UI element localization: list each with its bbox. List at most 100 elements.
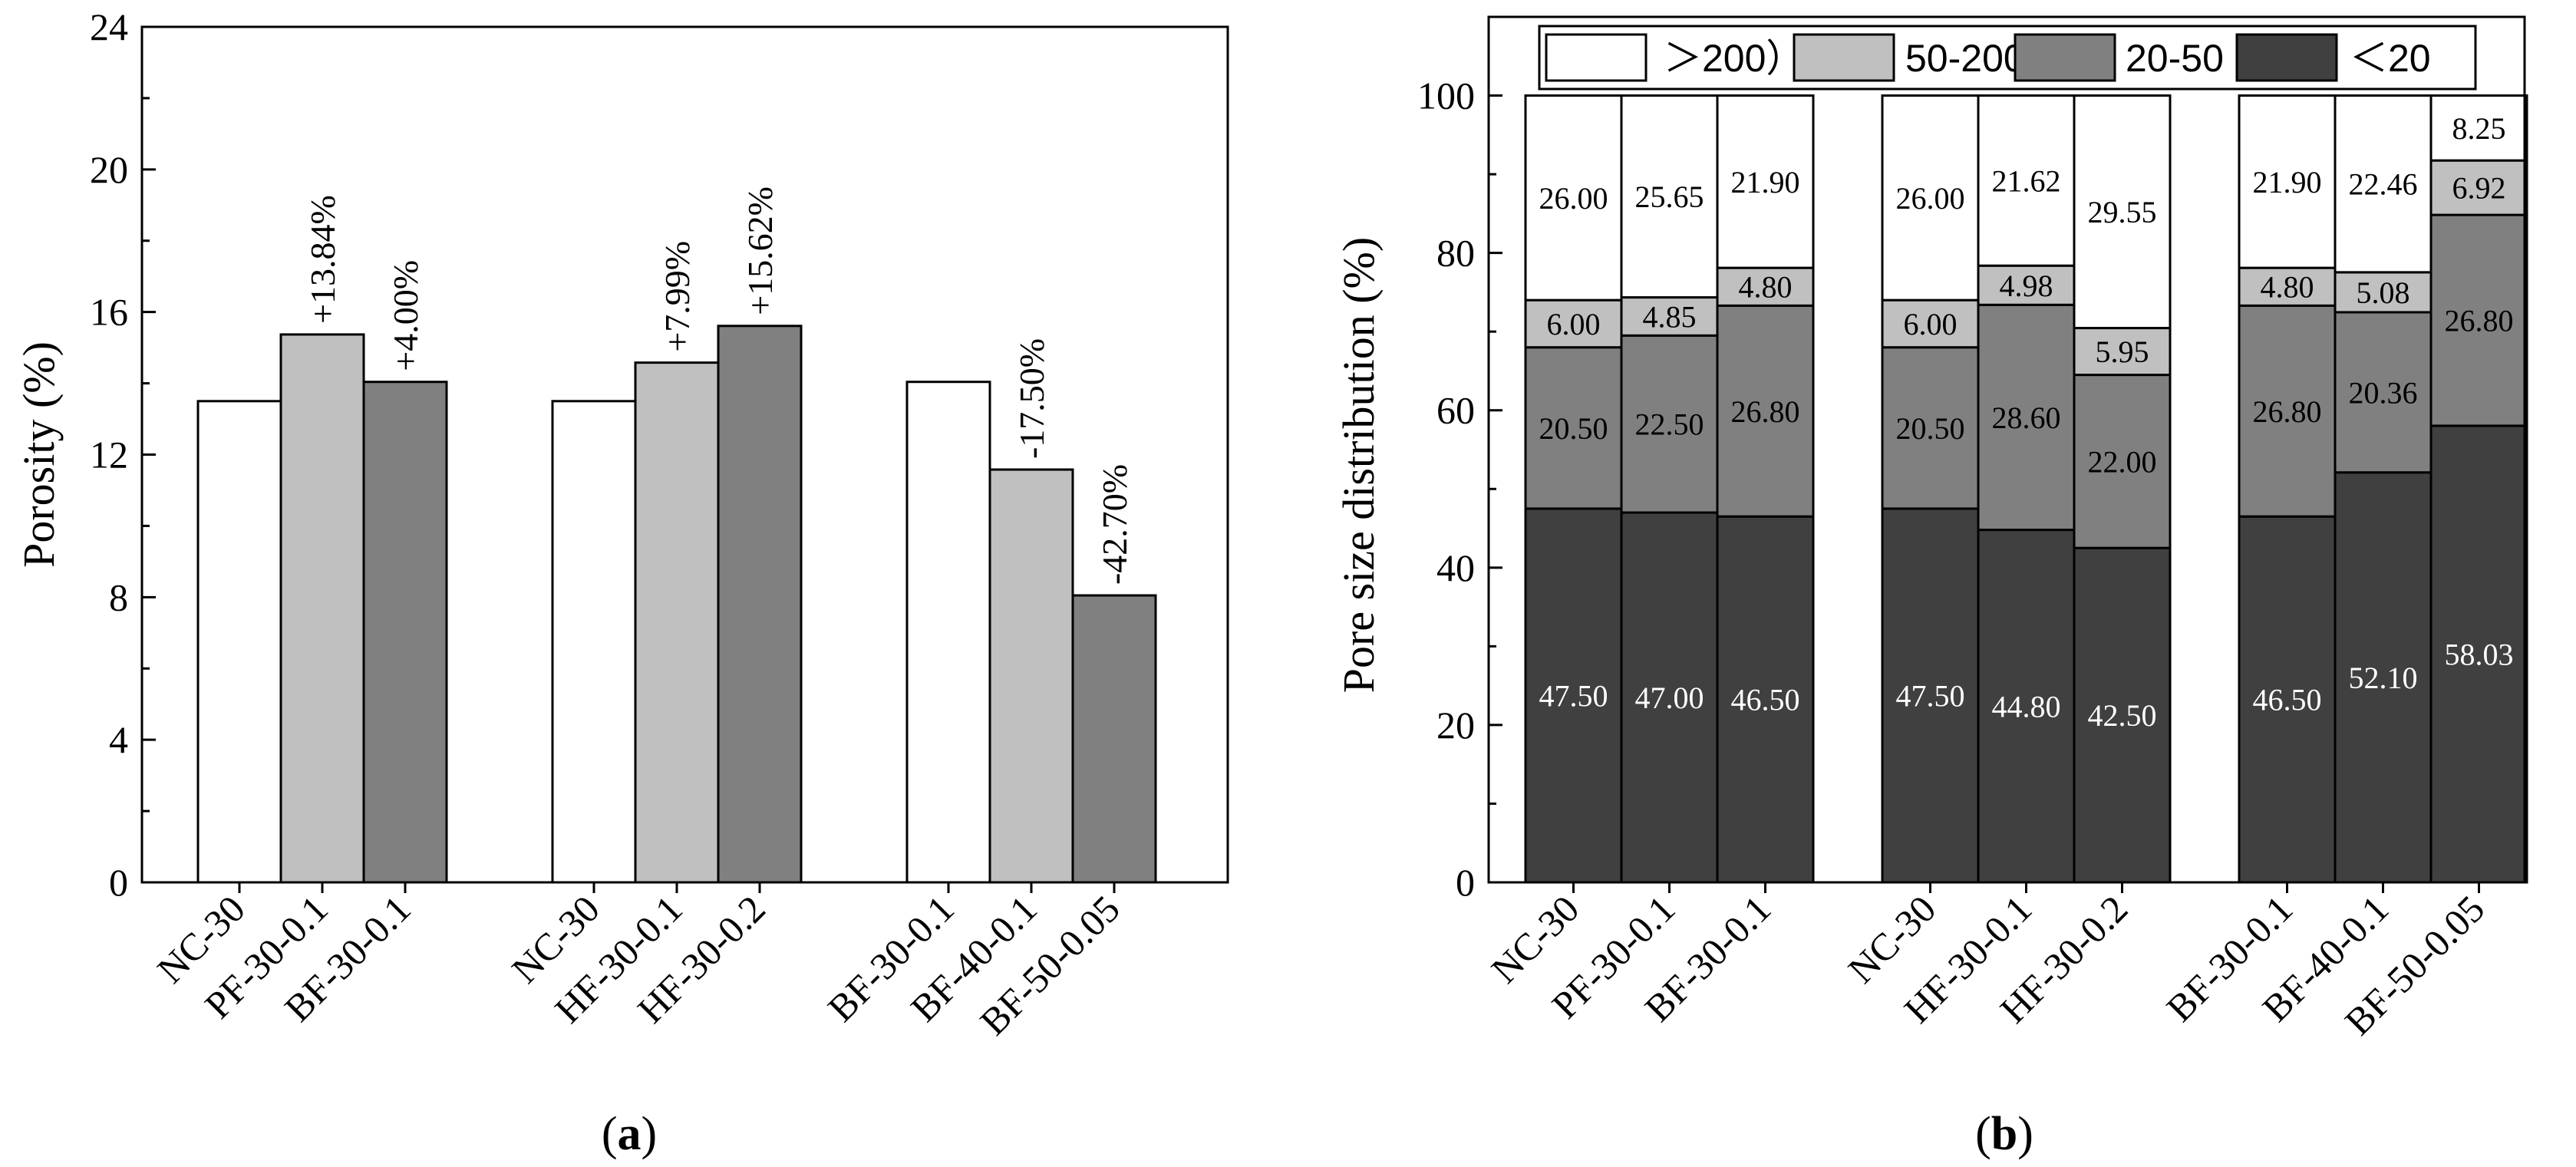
data-label-bf-40-0-1-g3-s2: 20.36 — [2349, 375, 2418, 410]
y-tick-label: 12 — [90, 434, 128, 476]
data-label-hf-30-0-1-g2-s4: 21.62 — [1992, 163, 2061, 198]
panel-caption-b: (b) — [1975, 1108, 2033, 1160]
data-label-bf-40-0-1-g3-s1: 52.10 — [2349, 661, 2418, 695]
y-tick-label: 80 — [1436, 232, 1475, 275]
segment-bf-40-0-1-g3-s2 — [2334, 311, 2433, 474]
bar-nc-30-g1 — [196, 400, 282, 884]
data-label-bf-30-0-1-g1-s2: 26.80 — [1731, 394, 1800, 429]
annotation-hf-30-0-2-g2: +15.62% — [740, 186, 780, 315]
data-label-hf-30-0-2-g2-s2: 22.00 — [2088, 444, 2157, 479]
data-label-bf-50-0-05-g3-s1: 58.03 — [2445, 637, 2514, 671]
annotation-hf-30-0-1-g2: +7.99% — [658, 241, 697, 352]
data-label-bf-40-0-1-g3-s4: 22.46 — [2349, 167, 2418, 202]
data-label-pf-30-0-1-g1-s1: 47.00 — [1635, 681, 1704, 715]
y-tick-label: 20 — [90, 148, 128, 191]
bar-hf-30-0-1-g2 — [634, 361, 720, 884]
data-label-pf-30-0-1-g1-s4: 25.65 — [1635, 180, 1704, 214]
y-tick-label: 20 — [1436, 704, 1475, 747]
segment-nc-30-g1-s1 — [1524, 507, 1623, 884]
data-label-hf-30-0-2-g2-s3: 5.95 — [2096, 335, 2149, 369]
annotation-bf-40-0-1-g3: -17.50% — [1012, 338, 1051, 459]
panel-a-porosity-chart: NC-30+13.84%PF-30-0.1+4.00%BF-30-0.1 NC-3… — [14, 5, 1229, 1160]
data-label-hf-30-0-1-g2-s1: 44.80 — [1992, 689, 2061, 724]
legend-label-1: ＞200） — [1664, 37, 1804, 80]
y-tick-label: 4 — [109, 718, 128, 761]
segment-hf-30-0-2-g2-s1 — [2073, 546, 2172, 884]
bar-nc-30-g2 — [551, 400, 637, 884]
data-label-hf-30-0-2-g2-s4: 29.55 — [2088, 195, 2157, 229]
data-label-nc-30-g2-s4: 26.00 — [1896, 181, 1965, 216]
data-label-nc-30-g1-s2: 20.50 — [1539, 411, 1608, 446]
annotation-pf-30-0-1-g1: +13.84% — [303, 195, 342, 324]
data-label-bf-30-0-1-g1-s3: 4.80 — [1739, 270, 1793, 305]
data-label-pf-30-0-1-g1-s3: 4.85 — [1643, 299, 1697, 334]
legend-label-2: 50-200 — [1905, 37, 2025, 80]
data-label-nc-30-g2-s1: 47.50 — [1896, 678, 1965, 713]
segment-bf-30-0-1-g3-s1 — [2238, 515, 2337, 884]
data-label-nc-30-g1-s1: 47.50 — [1539, 678, 1608, 713]
y-tick-label: 24 — [90, 5, 128, 48]
y-tick-label: 100 — [1417, 74, 1475, 117]
segment-hf-30-0-2-g2-s4 — [2073, 94, 2172, 330]
legend-swatch-3 — [2014, 33, 2116, 82]
segment-nc-30-g2-s1 — [1881, 507, 1980, 884]
data-label-hf-30-0-1-g2-s2: 28.60 — [1992, 401, 2061, 435]
y-tick-label: 0 — [1456, 861, 1475, 904]
annotation-bf-50-0-05-g3: -42.70% — [1095, 464, 1134, 585]
bar-bf-30-0-1-g3 — [905, 381, 991, 884]
data-label-bf-50-0-05-g3-s3: 6.92 — [2452, 171, 2506, 206]
y-tick-label: 8 — [109, 575, 128, 618]
data-label-bf-50-0-05-g3-s4: 8.25 — [2452, 111, 2506, 146]
bar-hf-30-0-2-g2 — [717, 325, 803, 884]
segment-nc-30-g2-s4 — [1881, 94, 1980, 302]
y-tick-label: 0 — [109, 861, 128, 904]
panel-b-pore-size-chart: 47.5020.506.0026.00NC-3047.0022.504.8525… — [1334, 15, 2528, 1160]
y-tick-label: 60 — [1436, 389, 1475, 432]
y-tick-label: 40 — [1436, 546, 1475, 589]
data-label-bf-40-0-1-g3-s3: 5.08 — [2357, 275, 2410, 310]
data-label-nc-30-g1-s4: 26.00 — [1539, 181, 1608, 216]
segment-bf-30-0-1-g1-s2 — [1716, 304, 1815, 518]
data-label-nc-30-g2-s2: 20.50 — [1896, 411, 1965, 446]
bar-pf-30-0-1-g1 — [279, 333, 365, 884]
segment-bf-30-0-1-g3-s4 — [2238, 94, 2337, 269]
data-label-hf-30-0-2-g2-s1: 42.50 — [2088, 698, 2157, 733]
legend: ＞200） 50-200 20-50 ＜20 — [1538, 25, 2477, 91]
segment-hf-30-0-1-g2-s1 — [1977, 529, 2076, 884]
segment-bf-40-0-1-g3-s4 — [2334, 94, 2433, 274]
segment-bf-40-0-1-g3-s1 — [2334, 471, 2433, 884]
segment-bf-50-0-05-g3-s2 — [2429, 213, 2528, 427]
annotation-bf-30-0-1-g1: +4.00% — [386, 260, 425, 371]
data-label-bf-30-0-1-g1-s4: 21.90 — [1731, 165, 1800, 199]
data-label-nc-30-g1-s3: 6.00 — [1547, 307, 1601, 341]
plot-frame — [1487, 15, 2526, 884]
data-label-hf-30-0-1-g2-s3: 4.98 — [2000, 269, 2053, 303]
data-label-bf-30-0-1-g3-s4: 21.90 — [2253, 165, 2322, 199]
segment-hf-30-0-1-g2-s2 — [1977, 303, 2076, 532]
bar-bf-40-0-1-g3 — [988, 468, 1074, 884]
segment-hf-30-0-2-g2-s2 — [2073, 374, 2172, 549]
segment-bf-30-0-1-g1-s4 — [1716, 94, 1815, 269]
data-label-bf-30-0-1-g3-s1: 46.50 — [2253, 683, 2322, 717]
data-label-pf-30-0-1-g1-s2: 22.50 — [1635, 407, 1704, 442]
legend-swatch-1 — [1545, 33, 1648, 82]
y-axis-title: Pore size distribution (%) — [1334, 237, 1384, 693]
segment-pf-30-0-1-g1-s2 — [1620, 334, 1719, 514]
legend-swatch-4 — [2235, 33, 2338, 82]
data-label-bf-30-0-1-g3-s3: 4.80 — [2261, 270, 2314, 305]
segment-hf-30-0-1-g2-s4 — [1977, 94, 2076, 267]
segment-pf-30-0-1-g1-s3 — [1620, 296, 1719, 337]
data-label-bf-50-0-05-g3-s2: 26.80 — [2445, 304, 2514, 338]
data-label-nc-30-g2-s3: 6.00 — [1904, 307, 1958, 341]
legend-swatch-2 — [1793, 33, 1895, 82]
data-label-bf-30-0-1-g3-s2: 26.80 — [2253, 394, 2322, 429]
segment-bf-50-0-05-g3-s4 — [2429, 94, 2528, 162]
segment-nc-30-g1-s3 — [1524, 298, 1623, 349]
bar-bf-30-0-1-g1 — [362, 381, 448, 884]
segment-nc-30-g1-s2 — [1524, 346, 1623, 510]
data-label-bf-30-0-1-g1-s1: 46.50 — [1731, 683, 1800, 717]
bar-bf-50-0-05-g3 — [1071, 594, 1157, 884]
segment-pf-30-0-1-g1-s4 — [1620, 94, 1719, 299]
y-tick-label: 16 — [90, 291, 128, 334]
